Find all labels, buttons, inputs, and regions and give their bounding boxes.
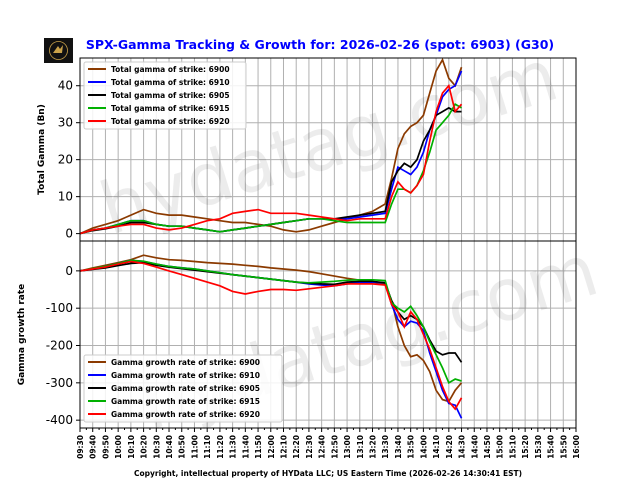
x-tick-label: 12:50 bbox=[330, 435, 339, 459]
legend-label: Total gamma of strike: 6900 bbox=[111, 65, 230, 74]
x-tick-label: 13:00 bbox=[343, 435, 352, 459]
x-axis: 09:30 09:40 09:50 10:00 10:10 10:20 10:30 10:40… bbox=[76, 428, 581, 459]
series-line-6915 bbox=[79, 259, 462, 385]
y-axis-label: Total Gamma (Bn) bbox=[37, 104, 47, 195]
legend-label: Gamma growth rate of strike: 6920 bbox=[111, 410, 260, 419]
legend: Total gamma of strike: 6900 Total gamma o… bbox=[83, 61, 247, 130]
x-tick-label: 10:10 bbox=[127, 435, 136, 459]
legend-label: Gamma growth rate of strike: 6905 bbox=[111, 384, 260, 393]
x-tick-label: 13:20 bbox=[369, 435, 378, 459]
x-tick-label: 11:20 bbox=[216, 435, 225, 459]
x-tick-label: 14:20 bbox=[445, 435, 454, 459]
x-tick-label: 15:30 bbox=[534, 435, 543, 459]
y-tick-label: -400 bbox=[46, 413, 73, 427]
x-tick-label: 11:00 bbox=[190, 435, 199, 459]
y-tick-label: 10 bbox=[58, 190, 73, 204]
legend: Gamma growth rate of strike: 6900 Gamma g… bbox=[83, 354, 283, 423]
x-tick-label: 09:40 bbox=[89, 435, 98, 459]
x-tick-label: 11:40 bbox=[241, 435, 250, 459]
y-tick-label: 20 bbox=[58, 153, 73, 167]
footer-copyright: Copyright, intellectual property of HYDa… bbox=[134, 469, 522, 478]
x-tick-label: 15:40 bbox=[547, 435, 556, 459]
x-tick-label: 09:30 bbox=[76, 435, 85, 459]
chart-title: SPX-Gamma Tracking & Growth for: 2026-02… bbox=[86, 37, 554, 52]
series-line-6920 bbox=[79, 83, 463, 235]
legend-label: Gamma growth rate of strike: 6910 bbox=[111, 371, 260, 380]
y-tick-label: 40 bbox=[58, 79, 73, 93]
x-tick-label: 10:00 bbox=[114, 435, 123, 459]
legend-label: Total gamma of strike: 6920 bbox=[111, 117, 230, 126]
legend-label: Gamma growth rate of strike: 6915 bbox=[111, 397, 260, 406]
x-tick-label: 13:10 bbox=[356, 435, 365, 459]
x-tick-label: 12:30 bbox=[305, 435, 314, 459]
x-tick-label: 14:10 bbox=[432, 435, 441, 459]
x-tick-label: 15:10 bbox=[508, 435, 517, 459]
series-line-6900 bbox=[79, 57, 463, 235]
x-tick-label: 11:30 bbox=[229, 435, 238, 459]
x-tick-label: 11:10 bbox=[203, 435, 212, 459]
x-tick-label: 16:00 bbox=[572, 435, 581, 459]
x-tick-label: 13:30 bbox=[381, 435, 390, 459]
x-tick-label: 15:50 bbox=[559, 435, 568, 459]
y-tick-label: -200 bbox=[46, 339, 73, 353]
y-tick-label: -100 bbox=[46, 301, 73, 315]
x-tick-label: 09:50 bbox=[101, 435, 110, 459]
x-tick-label: 14:30 bbox=[458, 435, 467, 459]
series-line-6920 bbox=[79, 260, 463, 411]
legend-label: Gamma growth rate of strike: 6900 bbox=[111, 358, 260, 367]
logo bbox=[44, 38, 73, 63]
x-tick-label: 10:40 bbox=[165, 435, 174, 459]
x-tick-label: 13:50 bbox=[407, 435, 416, 459]
x-tick-label: 10:20 bbox=[140, 435, 149, 459]
legend-box bbox=[83, 61, 247, 130]
legend-label: Total gamma of strike: 6915 bbox=[111, 104, 230, 113]
x-tick-label: 12:20 bbox=[292, 435, 301, 459]
y-tick-label: 0 bbox=[65, 227, 73, 241]
x-tick-label: 12:40 bbox=[318, 435, 327, 459]
series-line-6900 bbox=[79, 254, 463, 403]
y-tick-label: -300 bbox=[46, 376, 73, 390]
x-tick-label: 14:40 bbox=[470, 435, 479, 459]
x-tick-label: 15:00 bbox=[496, 435, 505, 459]
y-tick-label: 0 bbox=[65, 264, 73, 278]
x-tick-label: 11:50 bbox=[254, 435, 263, 459]
x-tick-label: 15:20 bbox=[521, 435, 530, 459]
legend-label: Total gamma of strike: 6905 bbox=[111, 91, 230, 100]
x-tick-label: 12:00 bbox=[267, 435, 276, 459]
y-axis-label: Gamma growth rate bbox=[17, 284, 27, 386]
legend-box bbox=[83, 354, 283, 423]
x-tick-label: 14:50 bbox=[483, 435, 492, 459]
x-tick-label: 13:40 bbox=[394, 435, 403, 459]
x-tick-label: 10:50 bbox=[178, 435, 187, 459]
x-tick-label: 14:00 bbox=[419, 435, 428, 459]
legend-label: Total gamma of strike: 6910 bbox=[111, 78, 230, 87]
y-tick-label: 30 bbox=[58, 116, 73, 130]
x-tick-label: 10:30 bbox=[152, 435, 161, 459]
x-tick-label: 12:10 bbox=[279, 435, 288, 459]
